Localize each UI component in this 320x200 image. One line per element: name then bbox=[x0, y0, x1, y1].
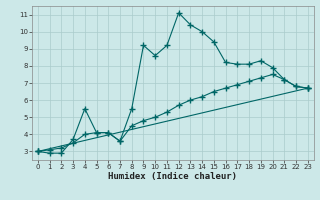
X-axis label: Humidex (Indice chaleur): Humidex (Indice chaleur) bbox=[108, 172, 237, 181]
